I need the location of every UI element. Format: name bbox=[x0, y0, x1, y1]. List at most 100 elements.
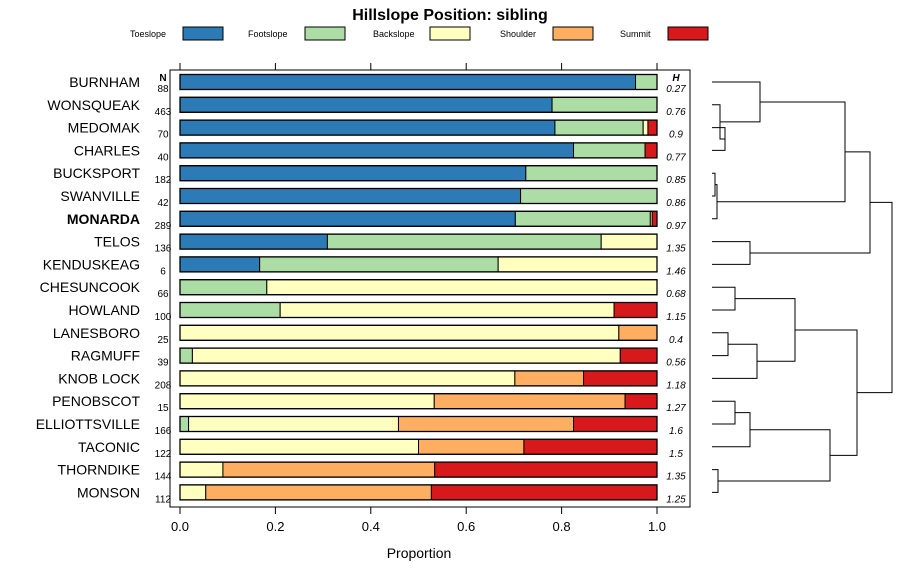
n-header: N bbox=[159, 73, 166, 84]
top-axis-ticks bbox=[179, 63, 658, 70]
bar-thorndike-shoulder bbox=[222, 461, 436, 478]
n-value-medomak: 70 bbox=[157, 130, 169, 141]
row-label-taconic: TACONIC bbox=[78, 439, 140, 455]
row-label-ragmuff: RAGMUFF bbox=[71, 348, 140, 364]
bar-medomak-backslope bbox=[642, 119, 649, 136]
legend-label-shoulder: Shoulder bbox=[500, 29, 536, 39]
bar-chesuncook-footslope bbox=[179, 279, 268, 296]
x-tick-label: 1.0 bbox=[648, 519, 666, 534]
bar-elliottsville-summit bbox=[573, 416, 658, 432]
n-value-taconic: 122 bbox=[155, 449, 172, 460]
h-value-thorndike: 1.35 bbox=[666, 472, 686, 483]
bar-outline-penobscot bbox=[179, 393, 658, 410]
row-label-monarda: MONARDA bbox=[67, 211, 140, 227]
bar-monson-summit bbox=[430, 484, 658, 501]
bar-howland-summit bbox=[613, 302, 658, 318]
h-value-burnham: 0.27 bbox=[666, 84, 686, 95]
row-label-medomak: MEDOMAK bbox=[68, 120, 141, 136]
bar-monarda-summit bbox=[651, 210, 658, 227]
x-tick-label: 0.2 bbox=[266, 519, 284, 534]
dendrogram-link bbox=[712, 172, 716, 197]
row-label-kenduskeag: KENDUSKEAG bbox=[43, 256, 140, 272]
bar-knob-lock-shoulder bbox=[514, 370, 585, 387]
n-value-monson: 112 bbox=[155, 494, 171, 505]
bar-outline-medomak bbox=[179, 119, 658, 136]
bar-kenduskeag-toeslope bbox=[179, 256, 261, 273]
bar-penobscot-summit bbox=[624, 393, 658, 410]
bar-kenduskeag-backslope bbox=[497, 256, 658, 273]
bar-outline-bucksport bbox=[179, 165, 658, 182]
dendrogram-link bbox=[735, 298, 796, 362]
legend-label-backslope: Backslope bbox=[373, 29, 415, 39]
dendrogram-link bbox=[712, 81, 761, 123]
n-value-thorndike: 144 bbox=[155, 472, 172, 483]
row-label-monson: MONSON bbox=[77, 484, 140, 500]
n-value-elliottsville: 166 bbox=[155, 426, 172, 437]
row-label-wonsqueak: WONSQUEAK bbox=[47, 97, 140, 113]
bar-howland-footslope bbox=[179, 302, 281, 318]
h-value-monarda: 0.97 bbox=[666, 221, 686, 232]
dendrogram-link bbox=[712, 332, 729, 357]
bar-charles-summit bbox=[644, 142, 658, 159]
bar-lanesboro-shoulder bbox=[618, 324, 658, 341]
dendrogram-link bbox=[750, 151, 871, 254]
bar-outline-wonsqueak bbox=[179, 96, 658, 113]
dendrogram-link bbox=[718, 429, 831, 482]
h-value-wonsqueak: 0.76 bbox=[666, 107, 686, 118]
n-value-wonsqueak: 463 bbox=[155, 107, 172, 118]
dendrogram-link bbox=[712, 412, 751, 448]
row-label-swanville: SWANVILLE bbox=[60, 188, 140, 204]
row-label-thorndike: THORNDIKE bbox=[58, 462, 140, 478]
bar-howland-backslope bbox=[279, 302, 615, 318]
n-value-knob-lock: 208 bbox=[155, 380, 172, 391]
bar-outline-monarda bbox=[179, 210, 658, 227]
legend: Toeslope Footslope Backslope Shoulder Summit bbox=[130, 26, 709, 41]
h-header: H bbox=[672, 73, 680, 84]
row-label-penobscot: PENOBSCOT bbox=[52, 393, 140, 409]
legend-label-toeslope: Toeslope bbox=[130, 29, 166, 39]
bar-taconic-summit bbox=[523, 438, 658, 455]
row-label-howland: HOWLAND bbox=[68, 302, 140, 318]
bar-ragmuff-summit bbox=[619, 347, 658, 364]
bar-knob-lock-summit bbox=[583, 370, 658, 387]
dendrogram-link bbox=[712, 343, 758, 379]
bar-outline-knob-lock bbox=[179, 370, 658, 387]
h-value-medomak: 0.9 bbox=[669, 130, 683, 141]
bar-charles-toeslope bbox=[179, 142, 575, 159]
h-value-telos: 1.35 bbox=[666, 244, 686, 255]
bar-monson-shoulder bbox=[205, 484, 432, 501]
h-value-howland: 1.15 bbox=[666, 312, 686, 323]
bar-group bbox=[179, 73, 658, 501]
bar-lanesboro-backslope bbox=[179, 324, 620, 341]
bar-ragmuff-backslope bbox=[191, 347, 621, 364]
row-label-bucksport: BUCKSPORT bbox=[53, 165, 140, 181]
h-value-lanesboro: 0.4 bbox=[669, 335, 683, 346]
n-value-monarda: 289 bbox=[155, 221, 172, 232]
x-tick-label: 0.8 bbox=[553, 519, 571, 534]
bar-knob-lock-backslope bbox=[179, 370, 516, 387]
h-value-bucksport: 0.85 bbox=[666, 175, 686, 186]
h-value-kenduskeag: 1.46 bbox=[666, 266, 686, 277]
bar-outline-monson bbox=[179, 484, 658, 501]
bar-wonsqueak-footslope bbox=[551, 96, 658, 113]
x-tick-label: 0.6 bbox=[457, 519, 475, 534]
bar-outline-charles bbox=[179, 142, 658, 159]
legend-label-summit: Summit bbox=[620, 29, 651, 39]
row-label-elliottsville: ELLIOTTSVILLE bbox=[36, 416, 140, 432]
bar-monson-backslope bbox=[179, 484, 207, 501]
bar-outline-ragmuff bbox=[179, 347, 658, 364]
row-label-knob-lock: KNOB LOCK bbox=[58, 370, 140, 386]
row-labels: BURNHAM 88 0.27 WONSQUEAK 463 0.76 MEDOMAK 70 0.… bbox=[36, 74, 686, 505]
n-value-howland: 100 bbox=[155, 312, 172, 323]
dendrogram-link bbox=[712, 241, 751, 265]
bar-outline-howland bbox=[179, 301, 658, 319]
h-value-ragmuff: 0.56 bbox=[666, 358, 686, 369]
n-value-swanville: 42 bbox=[157, 198, 169, 209]
bar-ragmuff-footslope bbox=[179, 347, 193, 364]
row-label-lanesboro: LANESBORO bbox=[53, 325, 140, 341]
legend-label-footslope: Footslope bbox=[248, 29, 288, 39]
bar-medomak-footslope bbox=[554, 119, 644, 136]
row-label-charles: CHARLES bbox=[74, 142, 140, 158]
bar-taconic-backslope bbox=[179, 438, 419, 455]
